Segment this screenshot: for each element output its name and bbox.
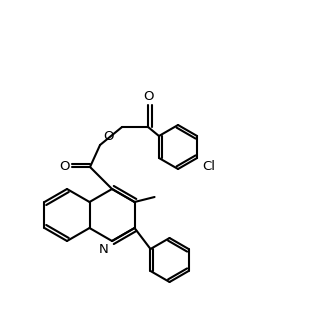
Text: O: O: [103, 130, 113, 143]
Text: O: O: [60, 161, 70, 173]
Text: O: O: [143, 90, 153, 103]
Text: N: N: [98, 243, 108, 256]
Text: Cl: Cl: [202, 160, 215, 173]
